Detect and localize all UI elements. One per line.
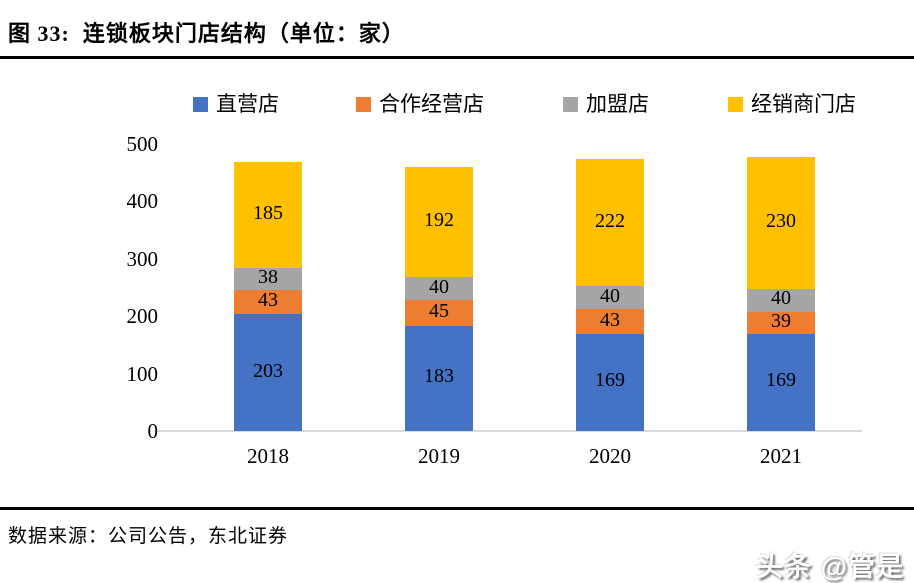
bar-segment-label: 230 [766, 209, 796, 232]
bar-segment: 43 [234, 289, 302, 315]
bar-segment: 183 [405, 325, 473, 431]
bar-segment: 40 [747, 287, 815, 312]
x-axis-category-label: 2020 [589, 444, 631, 468]
bar-segment: 192 [405, 166, 473, 278]
legend-swatch-icon [356, 97, 371, 112]
source-note: 数据来源：公司公告，东北证券 [8, 526, 289, 547]
bar-segment-label: 169 [595, 369, 625, 392]
x-axis-category-label: 2018 [247, 444, 289, 468]
bar-segment-label: 40 [429, 275, 449, 298]
title-rule [0, 56, 914, 59]
legend-swatch-icon [728, 97, 743, 112]
bar-segment-label: 39 [771, 309, 791, 332]
y-axis-tick-label: 500 [126, 132, 159, 156]
legend-item: 经销商门店 [728, 92, 856, 116]
bar-segment-label: 40 [600, 284, 620, 307]
legend-item: 加盟店 [563, 92, 649, 116]
legend-label: 合作经营店 [379, 92, 484, 116]
legend-label: 经销商门店 [751, 92, 856, 116]
bar-segment-label: 185 [253, 201, 283, 224]
footer-rule [0, 507, 914, 510]
watermark: 头条 @管是 [756, 552, 904, 582]
legend-item: 合作经营店 [356, 92, 484, 116]
bar-segment: 169 [576, 333, 644, 431]
y-axis-tick-label: 200 [126, 304, 159, 329]
bar-segment: 40 [405, 275, 473, 301]
bar-segment-label: 40 [771, 287, 791, 310]
x-axis-category-label: 2021 [760, 444, 802, 468]
bar-segment-label: 43 [258, 289, 278, 312]
bar-segment-label: 43 [600, 308, 620, 331]
bar-segment: 43 [576, 309, 644, 334]
bar-segment-label: 38 [258, 265, 278, 288]
bar-segment: 203 [234, 314, 302, 431]
bar-segment: 185 [234, 161, 302, 268]
y-axis-tick-label: 400 [126, 189, 159, 214]
x-axis-category-label: 2019 [418, 444, 460, 468]
legend-label: 直营店 [216, 92, 279, 116]
bar-segment-label: 203 [253, 359, 283, 382]
bar-segment: 169 [747, 333, 815, 431]
bar-segment-label: 222 [595, 209, 625, 232]
bar-segment: 230 [747, 156, 815, 289]
bar-segment-label: 169 [766, 369, 796, 392]
bar-segment: 222 [576, 158, 644, 287]
bar-segment: 45 [405, 300, 473, 326]
legend-label: 加盟店 [586, 92, 649, 116]
legend-swatch-icon [563, 97, 578, 112]
figure-title: 图 33: 连锁板块门店结构（单位：家） [8, 21, 405, 46]
bar-segment-label: 183 [424, 365, 454, 388]
y-axis-tick-label: 300 [126, 246, 159, 271]
y-axis-tick-label: 100 [126, 361, 159, 386]
bar-segment: 38 [234, 265, 302, 290]
bar-segment: 39 [747, 309, 815, 334]
x-axis-line [158, 430, 862, 432]
bar-segment: 40 [576, 284, 644, 310]
bar-segment-label: 45 [429, 300, 449, 323]
legend-swatch-icon [193, 97, 208, 112]
y-axis-tick-label: 0 [147, 419, 159, 443]
bar-segment-label: 192 [424, 209, 454, 232]
legend-item: 直营店 [193, 92, 279, 116]
